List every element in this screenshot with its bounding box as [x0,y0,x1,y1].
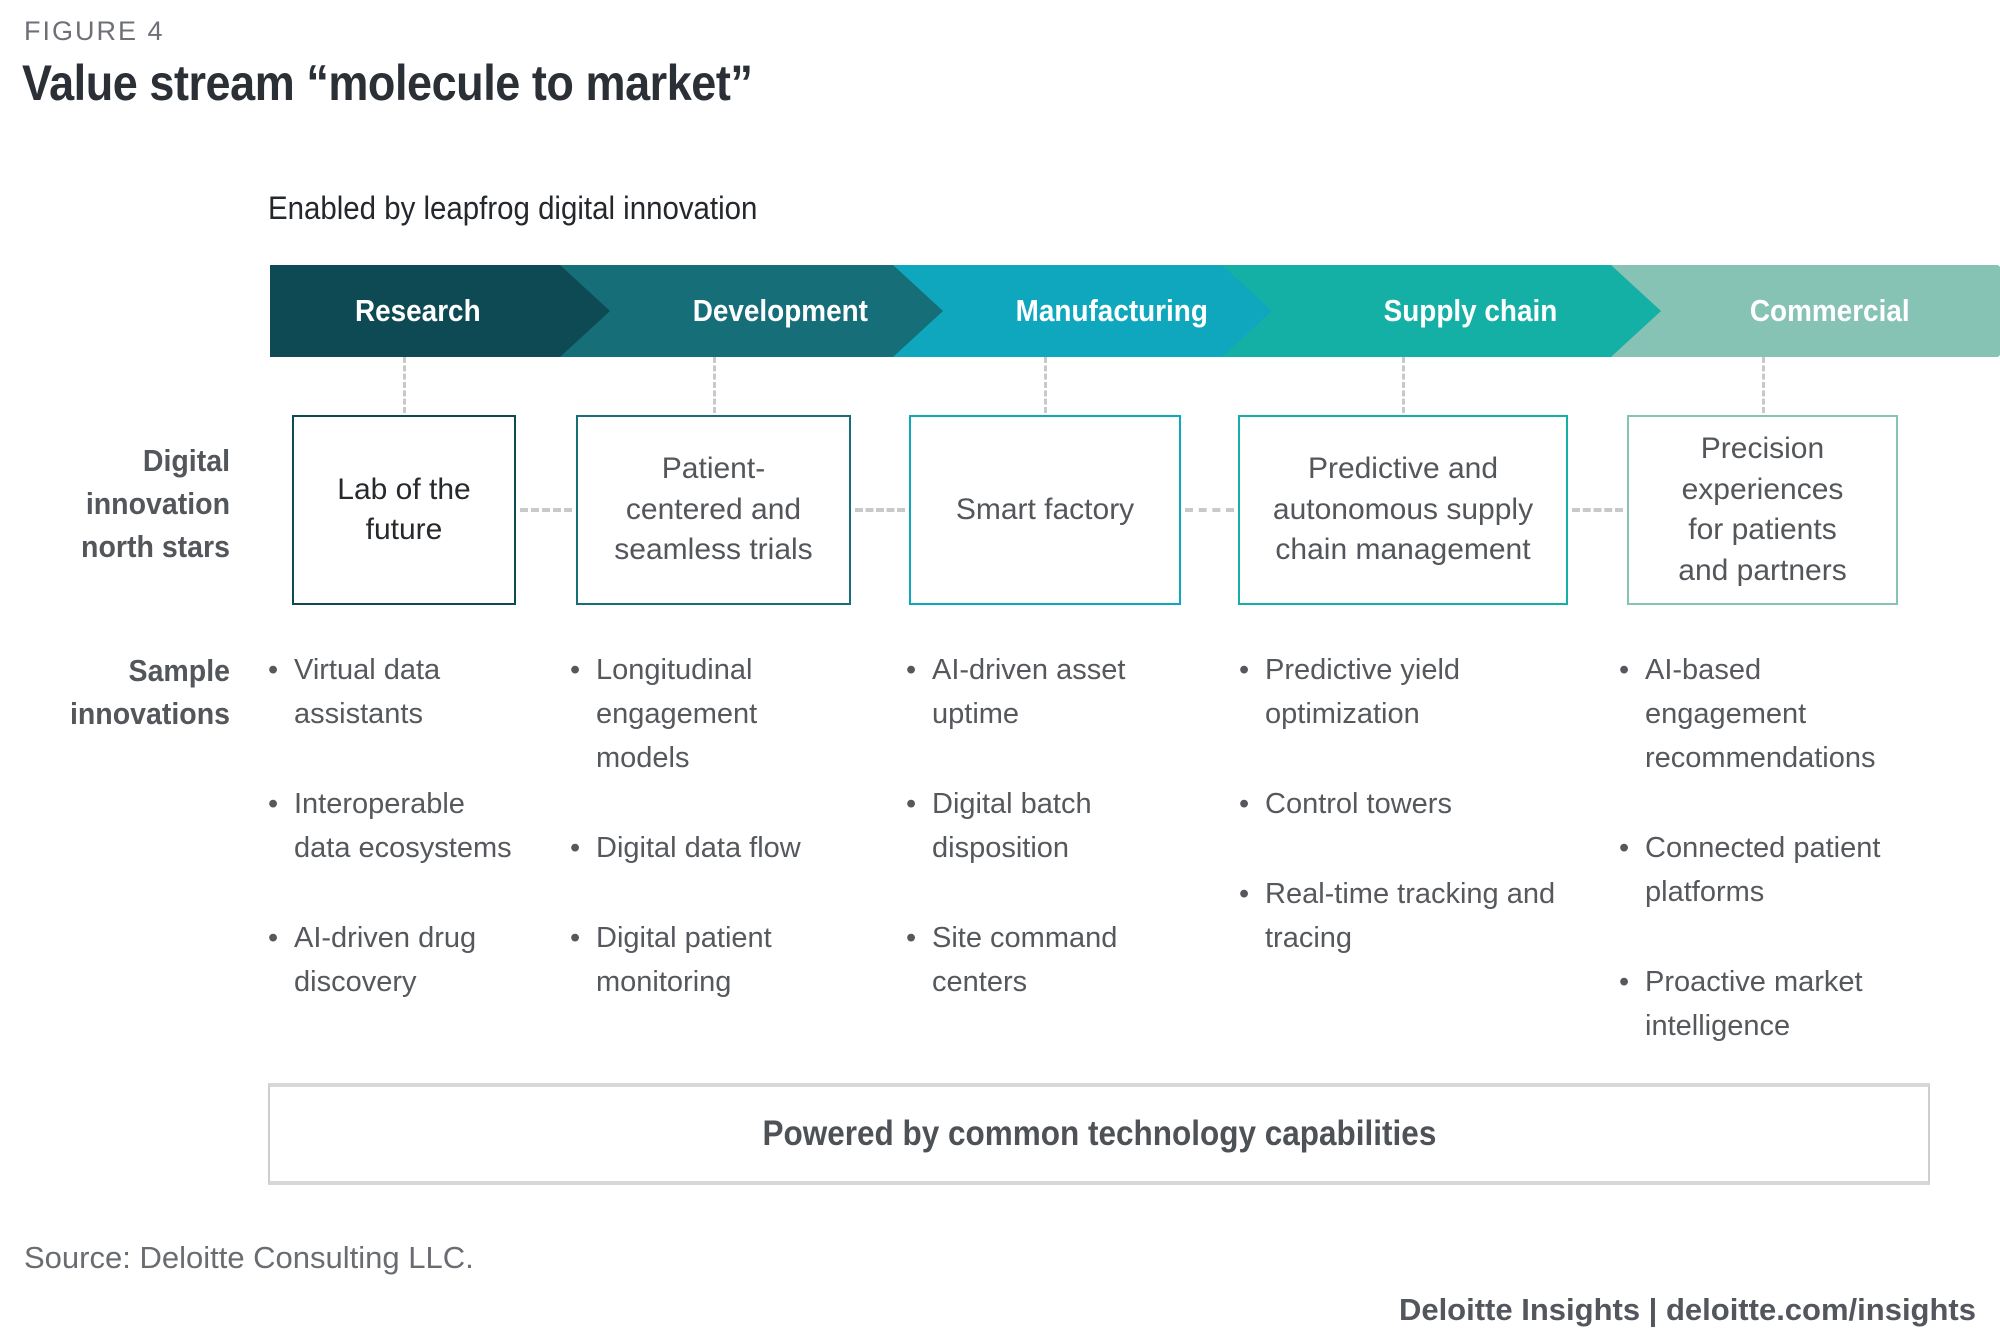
innovation-list-research: • Virtual data assistants • Interoperable d… [268,648,518,1004]
innovation-item: • Real-time tracking and tracing [1239,872,1565,960]
deloitte-insights-brandline: Deloitte Insights | deloitte.com/insight… [1398,1292,1976,1327]
innovation-item: • Virtual data assistants [268,648,518,736]
north-star-text-manufacturing: Smart factory [955,492,1135,526]
arrows-caption: Enabled by leapfrog digital innovation [268,190,758,226]
vertical-connector-manufacturing [1044,357,1047,413]
innovation-text: Virtual data assistants [294,654,441,731]
bullet-icon: • [906,922,917,955]
innovation-text: Digital batch disposition [932,788,1092,865]
innovation-text: Control towers [1265,788,1452,821]
powered-label: Powered by common technology capabilitie… [762,1114,1436,1153]
north-star-text-research: Lab of the future [337,472,471,547]
row-label-north-stars: Digital innovation north stars [81,443,230,564]
bullet-icon: • [570,832,581,865]
north-star-box-supply-chain: Predictive and autonomous supply chain m… [1238,415,1568,605]
stage-arrow-research: Research [270,265,615,357]
figure-number: FIGURE 4 [24,16,165,46]
innovation-item: • Predictive yield optimization [1239,648,1565,736]
vertical-connector-commercial [1761,357,1765,413]
north-star-box-research: Lab of the future [292,415,516,605]
innovation-text: Site command centers [932,922,1118,999]
bullet-icon: • [268,922,279,955]
stage-label-manufacturing: Manufacturing [1015,293,1209,328]
innovation-text: Predictive yield optimization [1265,654,1461,731]
innovation-item: • Digital data flow [570,826,826,870]
bullet-icon: • [570,654,581,686]
horizontal-connector-development [855,508,905,512]
powered-box: Powered by common technology capabilitie… [268,1083,1930,1185]
innovation-item: • Proactive market intelligence [1619,960,1890,1048]
innovation-text: AI-based engagement recommendations [1645,654,1876,775]
north-star-box-commercial: Precision experiences for patients and p… [1627,415,1898,605]
innovation-text: Interoperable data ecosystems [294,788,512,865]
north-star-box-development: Patient-centered and seamless trials [576,415,851,605]
innovation-item: • Longitudinal engagement models [570,648,826,780]
bullet-icon: • [1239,788,1250,821]
bullet-icon: • [1239,654,1250,686]
bullet-icon: • [1239,878,1250,911]
vertical-connector-development [712,357,716,413]
stage-label-development: Development [692,293,869,328]
innovation-item: • Site command centers [906,916,1172,1004]
innovation-text: AI-driven drug discovery [294,922,477,999]
bullet-icon: • [268,654,279,686]
innovation-text: Longitudinal engagement models [596,654,758,775]
bullet-icon: • [268,788,279,821]
innovation-item: • Digital batch disposition [906,782,1172,870]
stage-arrow-commercial: Commercial [1611,265,2000,357]
innovation-text: Digital data flow [596,832,801,865]
innovation-item: • Interoperable data ecosystems [268,782,518,870]
stage-label-research: Research [354,293,481,328]
bullet-icon: • [1619,966,1630,999]
horizontal-connector-supply-chain [1572,508,1623,512]
innovation-item: • Control towers [1239,782,1565,826]
innovation-item: • AI-based engagement recommendations [1619,648,1890,780]
innovation-item: • AI-driven asset uptime [906,648,1172,736]
innovation-list-commercial: • AI-based engagement recommendations • Con… [1619,648,1890,1049]
innovation-item: • Connected patient platforms [1619,826,1890,914]
horizontal-connector-research [520,508,572,512]
source-note: Source: Deloitte Consulting LLC. [24,1240,474,1275]
innovation-item: • Digital patient monitoring [570,916,826,1004]
innovation-list-manufacturing: • AI-driven asset uptime • Digital batch di… [906,648,1172,1004]
bullet-icon: • [1619,832,1630,865]
north-star-box-manufacturing: Smart factory [909,415,1181,605]
bullet-icon: • [906,788,917,821]
innovation-text: Real-time tracking and tracing [1265,878,1556,955]
stage-label-supply-chain: Supply chain [1383,293,1557,328]
horizontal-connector-manufacturing [1185,508,1234,512]
innovation-text: Proactive market intelligence [1645,966,1863,1043]
innovation-item: • AI-driven drug discovery [268,916,518,1004]
innovation-list-supply-chain: • Predictive yield optimization • Control t… [1239,648,1565,960]
innovation-text: AI-driven asset uptime [932,654,1126,731]
innovation-text: Connected patient platforms [1645,832,1881,909]
innovation-list-development: • Longitudinal engagement models • Digital … [570,648,826,1004]
innovation-text: Digital patient monitoring [596,922,772,999]
stage-label-commercial: Commercial [1749,293,1910,328]
north-star-text-commercial: Precision experiences for patients and p… [1678,432,1847,587]
bullet-icon: • [906,654,917,686]
north-star-text-supply-chain: Predictive and autonomous supply chain m… [1272,452,1534,567]
bullet-icon: • [1619,654,1630,686]
vertical-connector-research [403,357,406,413]
vertical-connector-supply-chain [1402,357,1405,413]
figure-title: Value stream “molecule to market” [22,55,753,111]
north-star-text-development: Patient-centered and seamless trials [614,452,813,567]
row-label-sample-innovations: Sample innovations [69,653,230,731]
bullet-icon: • [570,922,581,955]
